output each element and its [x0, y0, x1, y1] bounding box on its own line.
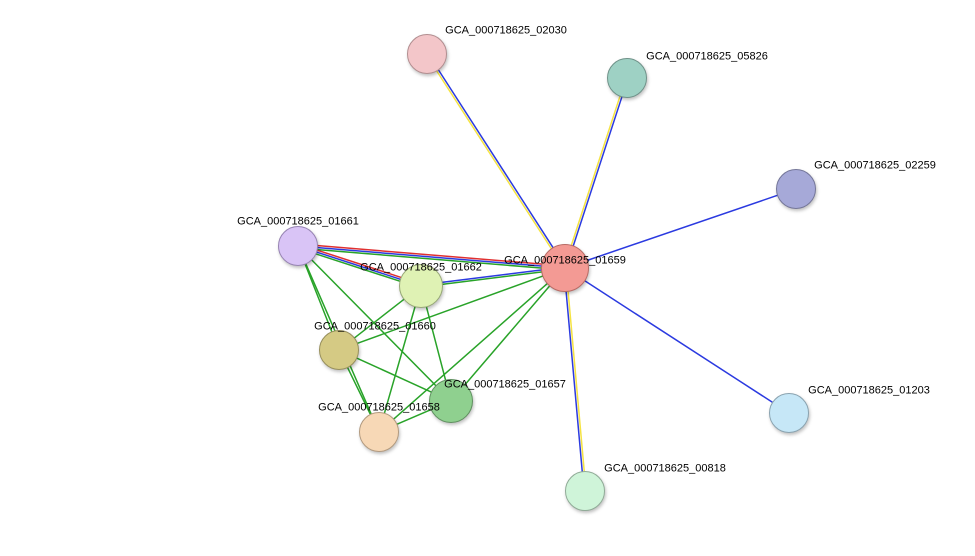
node-label-n01203: GCA_000718625_01203 — [808, 386, 930, 397]
edge — [568, 292, 584, 471]
node-label-n01660: GCA_000718625_01660 — [314, 322, 436, 333]
node-label-n02030: GCA_000718625_02030 — [445, 26, 567, 37]
node-n01658[interactable] — [359, 412, 399, 452]
node-label-n02259: GCA_000718625_02259 — [814, 161, 936, 172]
edges-layer — [0, 0, 975, 556]
network-canvas: GCA_000718625_01659 GCA_000718625_01662 GC… — [0, 0, 975, 556]
edge — [573, 97, 621, 245]
node-n01661[interactable] — [278, 226, 318, 266]
node-label-n01657: GCA_000718625_01657 — [444, 380, 566, 391]
node-label-n01658: GCA_000718625_01658 — [318, 403, 440, 414]
node-n01660[interactable] — [319, 330, 359, 370]
edge — [588, 195, 777, 260]
edge — [571, 97, 619, 245]
node-n01203[interactable] — [769, 393, 809, 433]
node-label-n00818: GCA_000718625_00818 — [604, 464, 726, 475]
node-n00818[interactable] — [565, 471, 605, 511]
edge — [443, 272, 541, 284]
node-n01659[interactable] — [541, 244, 589, 292]
node-label-n01661: GCA_000718625_01661 — [237, 217, 359, 228]
edge — [465, 286, 549, 384]
node-label-n05826: GCA_000718625_05826 — [646, 52, 768, 63]
node-n05826[interactable] — [607, 58, 647, 98]
edge — [566, 292, 582, 471]
edge — [439, 70, 553, 247]
node-n02259[interactable] — [776, 169, 816, 209]
node-label-n01659: GCA_000718625_01659 — [504, 256, 626, 267]
edge — [437, 71, 551, 248]
edge — [358, 276, 543, 343]
edge — [357, 358, 431, 392]
node-n02030[interactable] — [407, 34, 447, 74]
edge — [427, 307, 446, 379]
edge — [585, 281, 772, 402]
node-label-n01662: GCA_000718625_01662 — [360, 263, 482, 274]
